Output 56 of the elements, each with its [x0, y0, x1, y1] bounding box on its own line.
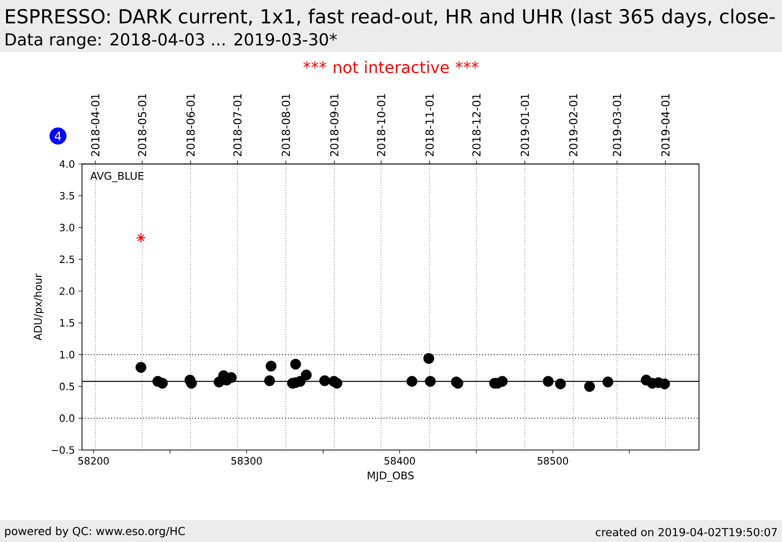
y-tick-label: 4.0 — [60, 160, 74, 168]
text: *** — [303, 61, 326, 68]
point — [423, 353, 434, 364]
x-tick-label: 58200 — [78, 457, 109, 465]
y-axis-title: ADU/px/hour — [34, 274, 44, 340]
point — [496, 376, 508, 387]
x2-tick-label: 2018-07-01 — [233, 94, 242, 156]
text: 4 — [54, 132, 62, 140]
x-tick-label: 58400 — [384, 457, 415, 465]
point — [602, 376, 614, 388]
chart-subtitle: Data range: 2018-04-03 ... 2019-03-30* — [6, 33, 337, 49]
x-tick-label: 58500 — [538, 457, 568, 465]
point — [300, 370, 312, 380]
point — [332, 378, 342, 389]
point — [266, 360, 276, 372]
point — [659, 378, 670, 390]
y-tick-label: 1.5 — [60, 319, 74, 327]
x2-tick-label: 2019-03-01 — [612, 94, 622, 156]
text: *** — [456, 61, 479, 68]
x2-tick-label: 2018-05-01 — [138, 94, 146, 156]
point — [555, 378, 566, 390]
point — [584, 381, 595, 392]
point — [290, 358, 301, 370]
x2-tick-label: 2018-11-01 — [425, 94, 434, 156]
x2-tick-label: 2019-01-01 — [520, 94, 529, 156]
annotation: AVG_BLUE — [90, 172, 144, 182]
y-tick-label: 1.0 — [60, 350, 74, 358]
x2-tick-label: 2018-12-01 — [472, 94, 481, 156]
y-tick-label: 2.0 — [60, 287, 74, 295]
point — [542, 376, 554, 387]
x-axis-title: MJD_OBS — [368, 471, 414, 482]
y-tick-label: 3.5 — [60, 192, 74, 200]
chart-title: ESPRESSO: DARK current, 1x1, fast read-out, HR and UHR (last 365 days, close- — [6, 8, 775, 28]
y-tick-label: 0.5 — [60, 382, 74, 390]
x2-tick-label: 2018-04-01 — [91, 94, 100, 156]
y-tick-label: 0.0 — [60, 414, 74, 422]
y-tick-label: 2.5 — [60, 256, 74, 264]
point — [136, 362, 146, 373]
x2-tick-label: 2019-02-01 — [569, 94, 578, 156]
point — [136, 232, 146, 243]
x2-tick-label: 2018-08-01 — [282, 94, 290, 156]
text: not interactive — [334, 60, 449, 74]
point — [156, 378, 168, 389]
y-tick-label: 3.0 — [60, 224, 74, 232]
x2-tick-label: 2019-04-01 — [661, 94, 670, 156]
x2-tick-label: 2018-09-01 — [330, 94, 338, 156]
x-tick-label: 58300 — [231, 457, 262, 465]
point — [264, 375, 275, 386]
text: created on 2019-04-02T19:50:07 — [596, 528, 777, 536]
point — [319, 375, 330, 386]
y-tick-label: −0.5 — [52, 446, 74, 454]
point — [424, 376, 436, 387]
text: powered by QC: www.eso.org/HC — [5, 526, 185, 538]
point — [406, 376, 418, 387]
x2-tick-label: 2018-06-01 — [186, 94, 195, 156]
x2-tick-label: 2018-10-01 — [376, 94, 386, 156]
